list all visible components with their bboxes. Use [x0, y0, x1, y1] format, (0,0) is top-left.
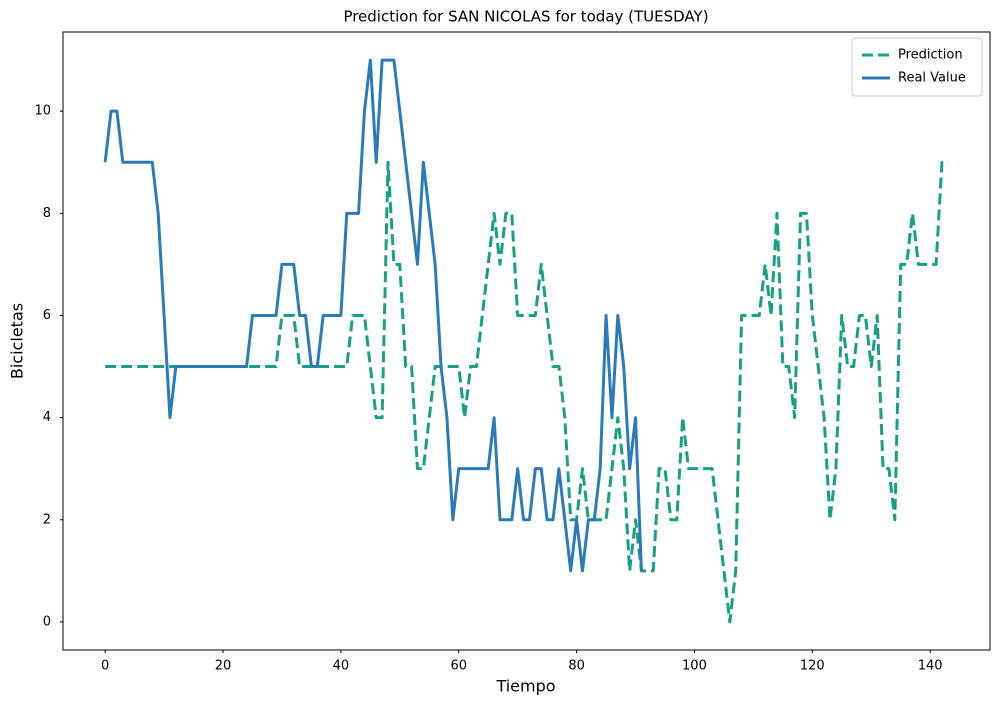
y-tick-label: 8 — [43, 206, 51, 221]
x-tick-label: 120 — [800, 659, 825, 674]
x-tick-label: 80 — [568, 659, 585, 674]
plot-frame — [62, 31, 991, 651]
y-axis-label: Bicicletas — [8, 303, 27, 379]
x-axis-label: Tiempo — [495, 677, 555, 696]
chart-title: Prediction for SAN NICOLAS for today (TU… — [343, 8, 708, 26]
x-tick-label: 100 — [682, 659, 707, 674]
series-line — [103, 58, 643, 573]
y-tick-label: 4 — [43, 410, 51, 425]
legend-label: Prediction — [898, 48, 963, 63]
x-tick-label: 60 — [450, 659, 467, 674]
legend-box — [851, 37, 983, 97]
y-tick-label: 6 — [43, 308, 51, 323]
x-tick-label: 0 — [101, 659, 109, 674]
series-line — [105, 160, 948, 624]
y-tick-label: 2 — [43, 512, 51, 527]
y-tick-label: 10 — [34, 104, 51, 119]
x-tick-label: 140 — [918, 659, 943, 674]
y-tick-label: 0 — [43, 614, 51, 629]
x-tick-label: 20 — [215, 659, 232, 674]
x-tick-label: 40 — [333, 659, 350, 674]
legend-label: Real Value — [898, 71, 966, 86]
